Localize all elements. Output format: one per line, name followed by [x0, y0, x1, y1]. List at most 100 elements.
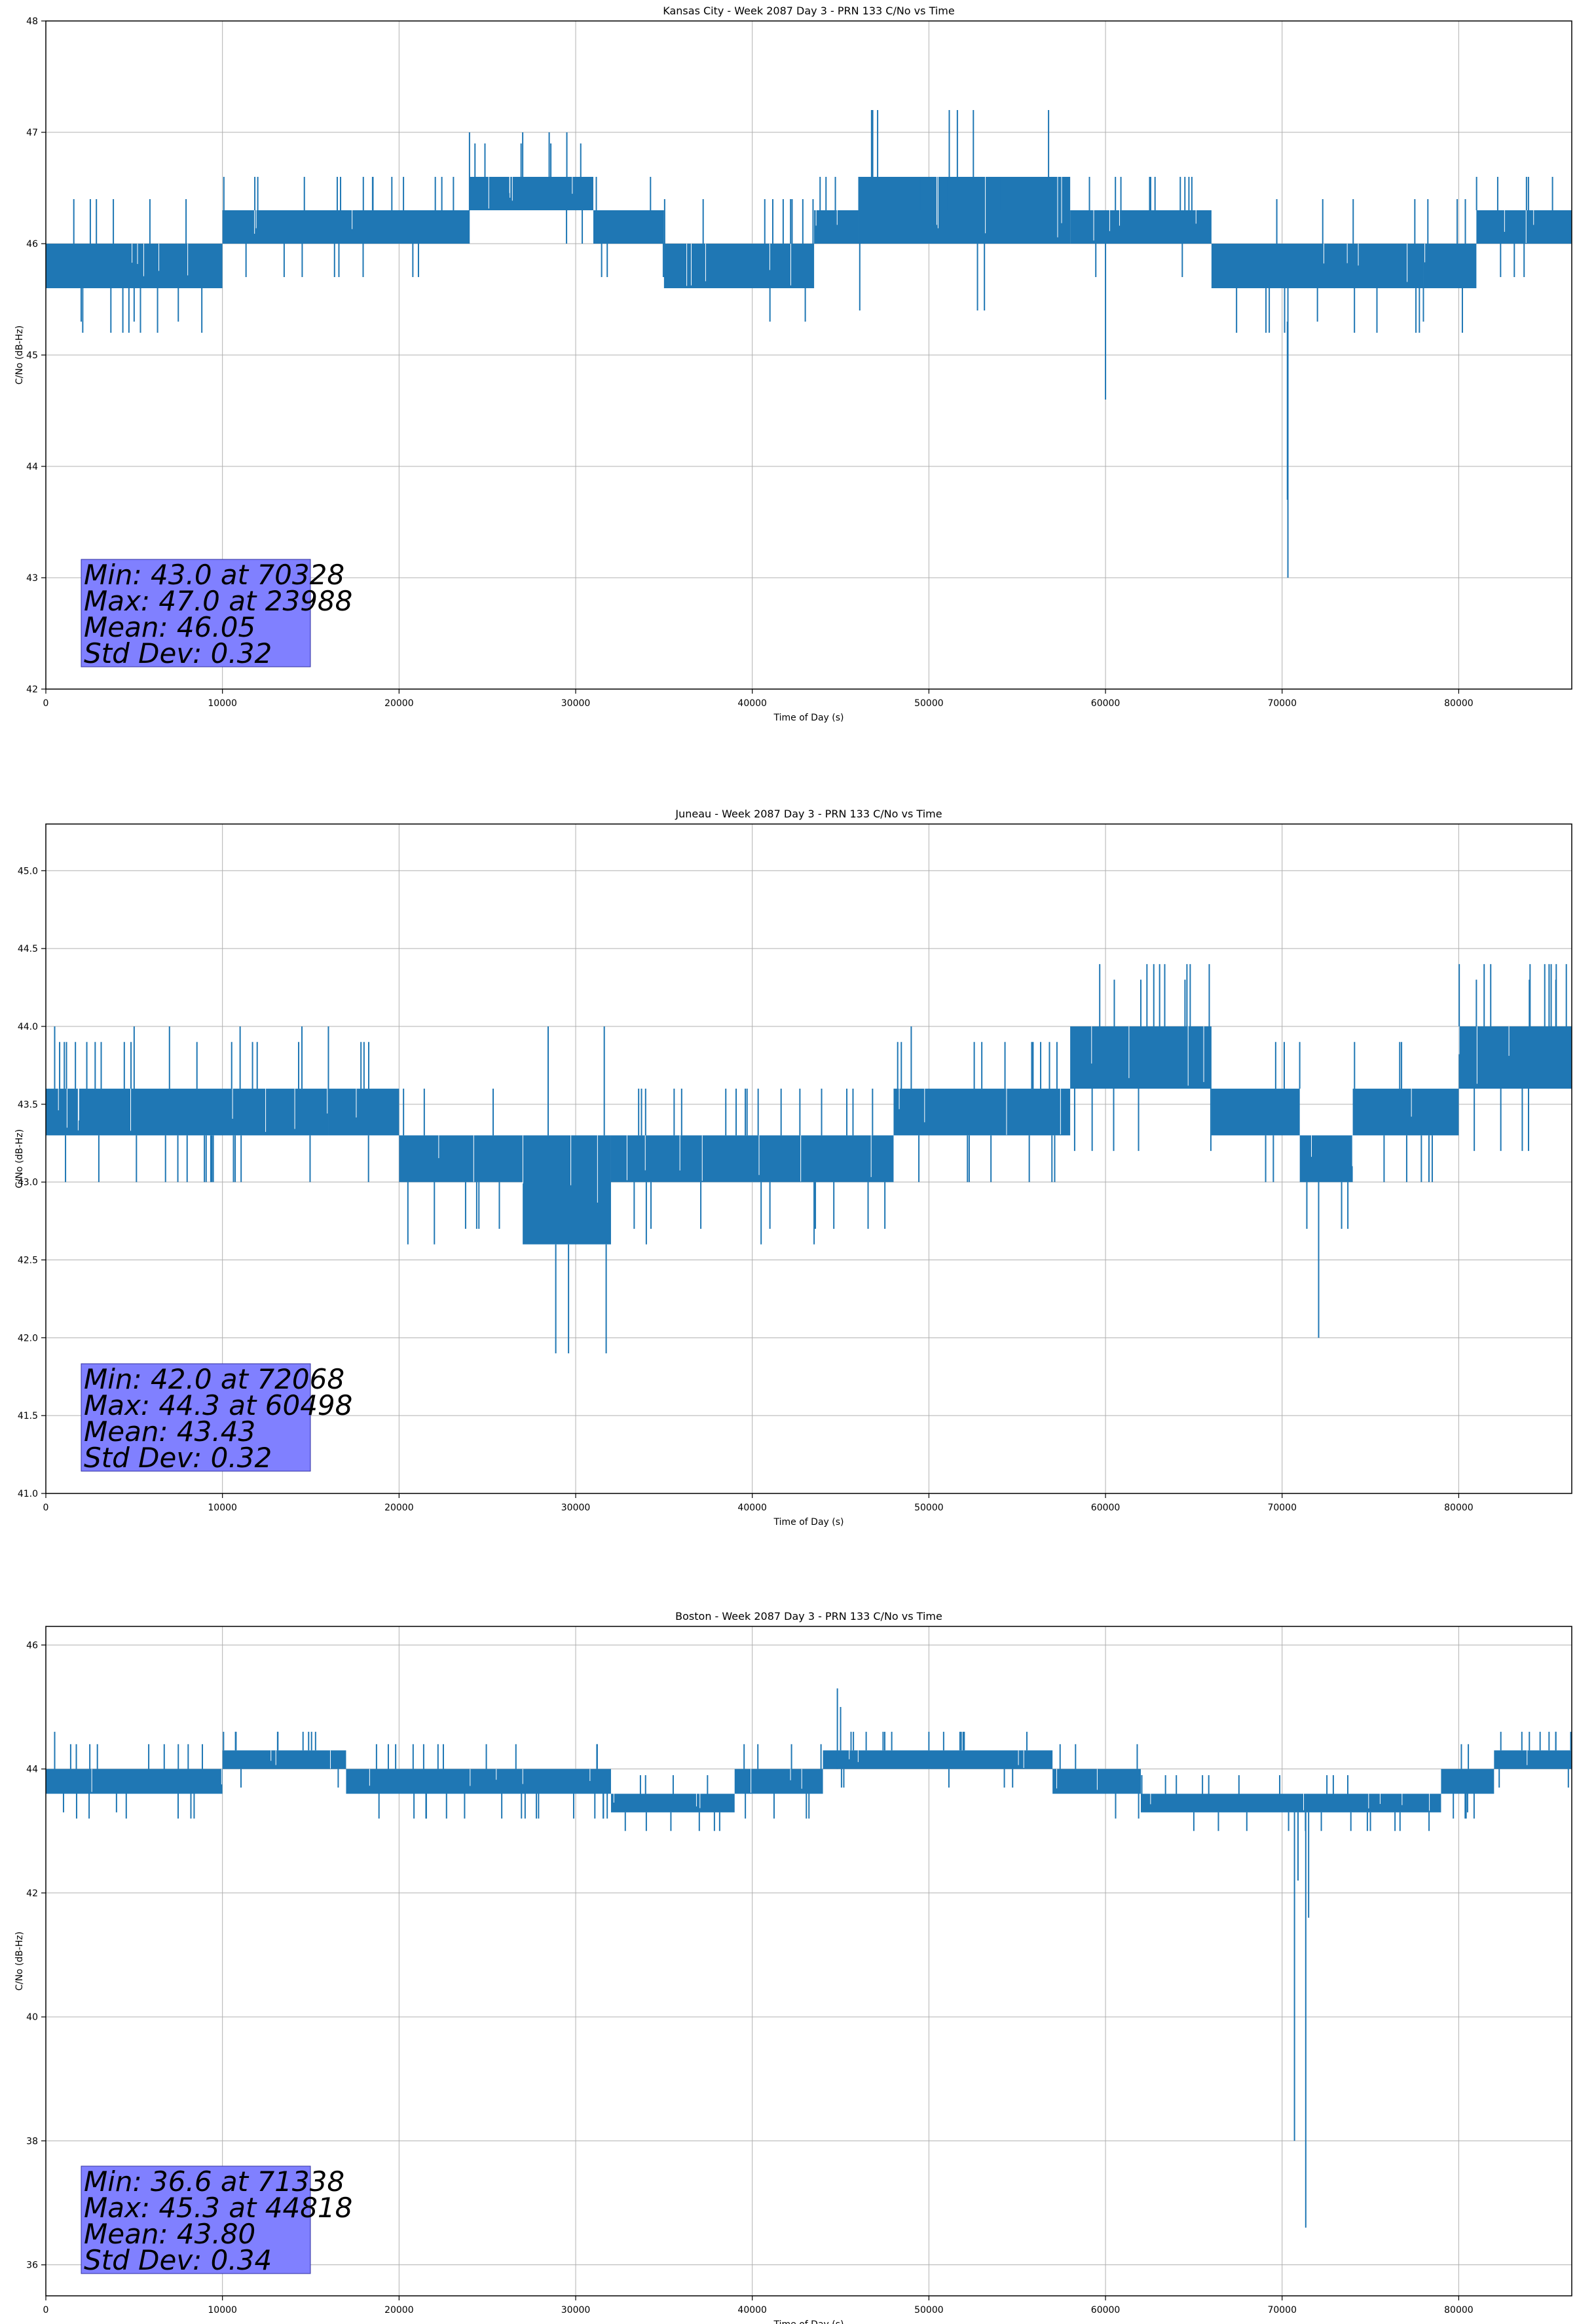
data-band	[814, 210, 859, 244]
y-tick-label: 42.0	[18, 1333, 38, 1343]
x-tick-label: 30000	[561, 698, 591, 709]
stats-box	[81, 2165, 311, 2274]
x-tick-label: 70000	[1267, 698, 1297, 709]
data-band	[1052, 1769, 1141, 1794]
x-tick-label: 0	[43, 698, 49, 709]
data-band	[523, 1135, 611, 1245]
y-tick-label: 46	[26, 239, 38, 250]
data-band	[1494, 1750, 1572, 1769]
x-tick-label: 20000	[384, 1503, 414, 1513]
stats-mean: Mean: 43.43	[84, 1415, 255, 1448]
data-band	[1140, 1793, 1441, 1812]
x-tick-label: 50000	[914, 1503, 944, 1513]
x-tick-label: 30000	[561, 2305, 591, 2315]
stats-box	[81, 1363, 311, 1472]
data-band	[222, 1750, 346, 1769]
x-tick-label: 10000	[208, 1503, 237, 1513]
y-tick-label: 41.0	[18, 1489, 38, 1499]
plot-frame	[45, 1626, 1572, 2296]
y-tick-label: 43.0	[18, 1178, 38, 1188]
data-band	[663, 244, 815, 288]
data-band	[46, 244, 223, 288]
x-tick-label: 60000	[1091, 1503, 1121, 1513]
data-band	[46, 1769, 223, 1794]
x-tick-label: 60000	[1091, 2305, 1121, 2315]
x-axis-label: Time of Day (s)	[773, 713, 844, 723]
y-tick-label: 45.0	[18, 866, 38, 876]
data-band	[222, 210, 470, 244]
x-tick-label: 30000	[561, 1503, 591, 1513]
data-band	[399, 1135, 523, 1182]
y-tick-label: 43.5	[18, 1100, 38, 1110]
x-tick-label: 10000	[208, 2305, 237, 2315]
y-tick-label: 43	[26, 573, 38, 584]
chart-panel-3: 0 10000 20000 30000 40000 50000 60000 70000 8000…	[14, 1610, 1572, 2324]
data-band	[823, 1750, 1053, 1769]
y-tick-label: 42.5	[18, 1255, 38, 1265]
x-tick-label: 20000	[384, 698, 414, 709]
plot-frame	[45, 823, 1572, 1494]
chart-title: Juneau - Week 2087 Day 3 - PRN 133 C/No …	[675, 808, 942, 820]
chart-title: Kansas City - Week 2087 Day 3 - PRN 133 …	[663, 5, 954, 17]
x-tick-label: 40000	[737, 698, 767, 709]
stats-min: Min: 43.0 at 70328	[84, 559, 344, 591]
chart-panel-2: 0 10000 20000 30000 40000 50000 60000 70000 8000…	[14, 808, 1572, 1527]
y-tick-label: 48	[26, 16, 38, 27]
y-tick-label: 46	[26, 1640, 38, 1651]
x-axis-label: Time of Day (s)	[773, 1517, 844, 1527]
y-tick-label: 42	[26, 684, 38, 695]
x-tick-label: 40000	[737, 2305, 767, 2315]
data-band	[1441, 1769, 1494, 1794]
data-band	[734, 1769, 823, 1794]
x-tick-label: 10000	[208, 698, 237, 709]
y-tick-label: 44	[26, 462, 38, 472]
y-tick-label: 42	[26, 1888, 38, 1899]
data-band	[1211, 1089, 1300, 1136]
stats-std: Std Dev: 0.32	[84, 1442, 272, 1474]
data-band	[1070, 210, 1212, 244]
stats-std: Std Dev: 0.34	[84, 2244, 272, 2276]
x-tick-label: 0	[43, 2305, 49, 2315]
x-tick-label: 0	[43, 1503, 49, 1513]
data-band	[610, 1135, 894, 1182]
stats-min: Min: 42.0 at 72068	[84, 1363, 344, 1395]
x-tick-label: 70000	[1267, 1503, 1297, 1513]
stats-min: Min: 36.6 at 71338	[84, 2165, 344, 2198]
data-band	[1458, 1026, 1572, 1089]
data-series	[46, 964, 1572, 1354]
y-tick-label: 47	[26, 128, 38, 138]
chart-title: Boston - Week 2087 Day 3 - PRN 133 C/No …	[675, 1610, 942, 1622]
x-tick-label: 80000	[1444, 1503, 1474, 1513]
data-series	[46, 1688, 1572, 2228]
data-band	[470, 177, 593, 210]
data-band	[328, 1089, 399, 1136]
y-axis-label: C/No (dB-Hz)	[14, 326, 25, 384]
data-band	[46, 1089, 329, 1136]
x-tick-label: 20000	[384, 2305, 414, 2315]
y-tick-label: 44	[26, 1765, 38, 1775]
x-tick-label: 70000	[1267, 2305, 1297, 2315]
y-tick-label: 44.0	[18, 1022, 38, 1032]
stats-std: Std Dev: 0.32	[84, 637, 272, 669]
stats-max: Max: 45.3 at 44818	[84, 2192, 352, 2224]
data-band	[1476, 210, 1572, 244]
x-axis-label: Time of Day (s)	[773, 2319, 844, 2324]
data-band	[610, 1793, 735, 1812]
y-tick-label: 44.5	[18, 944, 38, 954]
x-tick-label: 80000	[1444, 698, 1474, 709]
stats-mean: Mean: 46.05	[84, 611, 255, 643]
y-tick-label: 45	[26, 350, 38, 361]
data-band	[893, 1089, 1071, 1136]
data-band	[346, 1769, 611, 1794]
y-tick-label: 40	[26, 2012, 38, 2023]
x-tick-label: 80000	[1444, 2305, 1474, 2315]
x-tick-label: 50000	[914, 2305, 944, 2315]
y-tick-label: 36	[26, 2260, 38, 2271]
stats-max: Max: 47.0 at 23988	[84, 585, 352, 617]
x-tick-label: 50000	[914, 698, 944, 709]
y-tick-label: 38	[26, 2136, 38, 2146]
data-series	[46, 110, 1572, 578]
x-tick-label: 60000	[1091, 698, 1121, 709]
y-axis-label: C/No (dB-Hz)	[14, 1932, 25, 1991]
